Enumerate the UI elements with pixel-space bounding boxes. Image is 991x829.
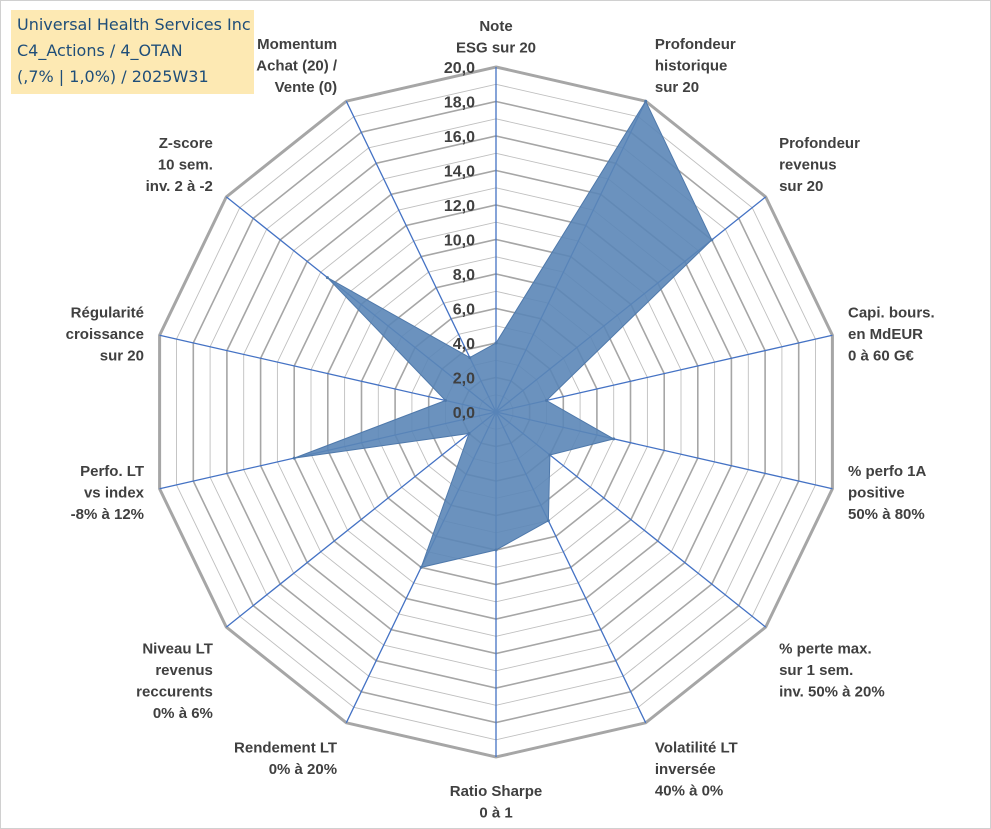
axis-label: % perte max. sur 1 sem. inv. 50% à 20% <box>779 641 885 701</box>
axis-label-line: % perte max. <box>779 641 872 658</box>
radial-tick-label: 8,0 <box>453 267 475 284</box>
axis-spoke <box>495 334 833 413</box>
axis-label-line: 10 sem. <box>158 156 213 173</box>
radial-tick-label: 10,0 <box>444 233 475 250</box>
axis-label: Capi. bours. en MdEUR 0 à 60 G€ <box>848 304 935 364</box>
axis-label-line: vs index <box>84 485 145 502</box>
data-point <box>467 432 471 435</box>
data-point <box>468 356 472 360</box>
axis-label: Niveau LT revenus reccurents 0% à 6% <box>136 641 213 723</box>
chart-title-line-1: Universal Health Services Inc <box>17 15 251 34</box>
axis-label: Régularité croissance sur 20 <box>66 304 144 364</box>
radial-tick-label: 14,0 <box>444 164 475 181</box>
axis-label-line: croissance <box>66 326 144 343</box>
axis-label-line: inv. 50% à 20% <box>779 684 885 701</box>
data-point <box>710 238 714 242</box>
data-series-area <box>294 100 713 569</box>
radial-tick-labels: 0,0 2,0 4,0 6,0 8,0 10,0 12,0 14,0 16,0 18,0 20,0 <box>444 60 475 422</box>
data-point <box>548 453 552 457</box>
chart-title-line-2: C4_Actions / 4_OTAN <box>17 41 183 60</box>
radial-tick-label: 4,0 <box>453 336 475 353</box>
axis-label-line: Niveau LT <box>142 641 213 658</box>
axis-label: Note ESG sur 20 <box>456 18 536 57</box>
axis-label: Z-score 10 sem. inv. 2 à -2 <box>146 135 213 195</box>
axis-label-line: inv. 2 à -2 <box>146 178 213 195</box>
axis-label-line: inversée <box>655 761 716 778</box>
data-point <box>494 341 498 345</box>
axis-label-line: Profondeur <box>779 135 860 152</box>
axis-label-line: sur 1 sem. <box>779 662 853 679</box>
radial-tick-label: 0,0 <box>453 405 475 422</box>
axis-labels: Note ESG sur 20 Profondeur historique sur 20… <box>66 18 935 822</box>
radial-tick-label: 18,0 <box>444 95 475 112</box>
data-point <box>644 99 648 103</box>
axis-label-line: ESG sur 20 <box>456 40 536 57</box>
axis-label: Profondeur revenus sur 20 <box>779 135 860 195</box>
axis-label-line: % perfo 1A <box>848 463 927 480</box>
axis-label-line: Régularité <box>71 304 144 321</box>
axis-label: Ratio Sharpe 0 à 1 <box>450 783 543 822</box>
axis-label-line: Rendement LT <box>234 740 337 757</box>
axis-label-line: historique <box>655 57 728 74</box>
axis-label: % perfo 1A positive 50% à 80% <box>848 463 927 523</box>
axis-spoke <box>159 334 497 413</box>
axis-label-line: Note <box>479 18 512 35</box>
data-point <box>545 399 548 402</box>
axis-label-line: Perfo. LT <box>80 463 144 480</box>
axis-label-line: 0 à 1 <box>479 805 512 822</box>
axis-label-line: en MdEUR <box>848 326 923 343</box>
radial-tick-label: 16,0 <box>444 129 475 146</box>
axis-label-line: Profondeur <box>655 36 736 53</box>
data-point <box>444 399 447 402</box>
axis-label-line: 0% à 20% <box>269 761 337 778</box>
radar-series <box>292 99 714 569</box>
axis-label-line: Achat (20) / <box>256 57 338 74</box>
axis-label-line: 40% à 0% <box>655 783 723 800</box>
axis-label-line: Vente (0) <box>275 79 338 96</box>
axis-label: Rendement LT 0% à 20% <box>234 740 337 779</box>
axis-label-line: 50% à 80% <box>848 506 925 523</box>
axis-label-line: 0% à 6% <box>153 705 213 722</box>
radial-tick-label: 6,0 <box>453 302 475 319</box>
axis-label-line: Momentum <box>257 36 337 53</box>
axis-label-line: Ratio Sharpe <box>450 783 543 800</box>
data-point <box>612 437 616 441</box>
axis-label-line: 0 à 60 G€ <box>848 347 915 364</box>
axis-label-line: sur 20 <box>779 178 823 195</box>
axis-label-line: -8% à 12% <box>71 506 144 523</box>
axis-spoke <box>225 411 497 628</box>
axis-label-line: revenus <box>155 662 213 679</box>
data-point <box>546 519 550 523</box>
chart-title-line-3: (,7% | 1,0%) / 2025W31 <box>17 67 209 86</box>
axis-label-line: Volatilité LT <box>655 740 738 757</box>
axis-label: Profondeur historique sur 20 <box>655 36 736 96</box>
data-point <box>325 276 329 280</box>
data-point <box>292 456 296 460</box>
data-point <box>494 548 498 552</box>
axis-label-line: revenus <box>779 156 837 173</box>
radial-tick-label: 20,0 <box>444 60 475 77</box>
axis-label-line: positive <box>848 485 905 502</box>
axis-label-line: reccurents <box>136 684 213 701</box>
radial-tick-label: 12,0 <box>444 198 475 215</box>
radial-tick-label: 2,0 <box>453 371 475 388</box>
axis-label-line: sur 20 <box>655 79 699 96</box>
data-point <box>419 565 423 569</box>
axis-label: Momentum Achat (20) / Vente (0) <box>256 36 338 96</box>
axis-label-line: Capi. bours. <box>848 304 935 321</box>
axis-label-line: Z-score <box>159 135 213 152</box>
axis-label-line: sur 20 <box>100 347 144 364</box>
chart-title-box: Universal Health Services Inc C4_Actions… <box>11 10 254 94</box>
axis-label: Volatilité LT inversée 40% à 0% <box>655 740 738 800</box>
axis-label: Perfo. LT vs index -8% à 12% <box>71 463 145 523</box>
